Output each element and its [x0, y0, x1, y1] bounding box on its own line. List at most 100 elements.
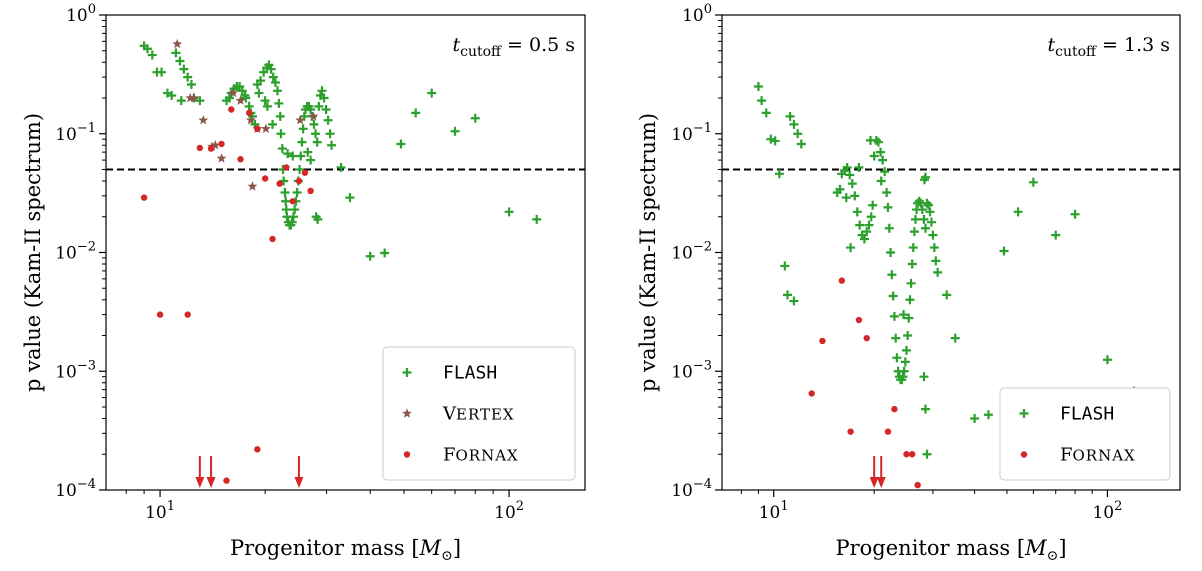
data-point: [914, 196, 924, 206]
data-point: [266, 64, 276, 74]
data-point: [323, 115, 333, 125]
data-point: [288, 212, 298, 222]
arrow-marker: [206, 456, 216, 488]
data-point: [924, 200, 934, 210]
data-point: [899, 366, 909, 376]
data-point: [847, 428, 854, 435]
data-point: [1051, 230, 1061, 240]
y-tick-label: 10−4: [55, 477, 96, 501]
data-point: [156, 311, 164, 318]
data-point: [198, 115, 209, 125]
data-point: [277, 144, 287, 154]
data-point: [223, 477, 230, 484]
data-point: [295, 164, 305, 174]
data-point: [295, 177, 303, 185]
data-point: [766, 134, 776, 144]
data-point: [835, 184, 845, 194]
data-point: [926, 217, 936, 227]
data-point: [920, 404, 930, 414]
data-point: [345, 193, 355, 203]
data-point: [983, 410, 993, 420]
data-point: [901, 345, 911, 355]
data-point: [864, 220, 874, 230]
data-point: [147, 50, 157, 60]
data-point: [268, 119, 278, 129]
legend-marker: [402, 408, 412, 418]
y-tick-label: 10−2: [671, 240, 712, 264]
series-flash: [139, 41, 542, 261]
data-point: [859, 234, 869, 244]
data-point: [842, 162, 852, 172]
data-point: [247, 181, 258, 191]
data-point: [396, 139, 406, 149]
data-point: [847, 179, 857, 189]
data-point: [365, 251, 375, 261]
data-point: [289, 198, 296, 205]
series-fornax: [140, 106, 314, 484]
data-point: [898, 372, 908, 382]
legend-marker: [403, 451, 411, 458]
data-point: [1102, 355, 1112, 365]
y-tick-label: 100: [66, 2, 96, 26]
data-point: [254, 125, 261, 133]
data-point: [281, 196, 291, 206]
data-point: [311, 129, 321, 139]
data-point: [207, 145, 215, 152]
data-point: [237, 156, 244, 163]
data-point: [1028, 177, 1038, 187]
data-point: [884, 428, 892, 435]
data-point: [999, 246, 1009, 256]
panel-right: 101 102 100 10−1 10−2 10−3 10−4 Progenitor mass…: [636, 2, 1181, 564]
data-point: [185, 92, 196, 103]
data-point: [942, 290, 952, 300]
data-point: [933, 267, 943, 277]
series-vertex: [172, 38, 319, 191]
data-point: [260, 123, 271, 134]
y-axis-label: p value (Kam-II spectrum): [636, 113, 660, 392]
data-point: [928, 230, 938, 240]
data-point: [321, 105, 331, 115]
data-point: [254, 88, 264, 98]
data-point: [327, 140, 337, 150]
data-point: [283, 164, 290, 171]
data-point: [929, 243, 939, 253]
data-point: [298, 124, 308, 134]
data-point: [325, 129, 335, 139]
data-point: [288, 151, 298, 161]
x-tick-label: 101: [759, 499, 789, 523]
data-point: [411, 108, 421, 118]
data-point: [845, 170, 855, 180]
x-tick-label: 102: [1092, 499, 1122, 523]
data-point: [274, 98, 284, 108]
data-point: [283, 149, 293, 159]
data-point: [306, 105, 316, 115]
data-point: [301, 169, 309, 176]
arrow-head: [206, 477, 216, 488]
data-point: [850, 191, 860, 201]
data-point: [297, 137, 307, 147]
data-point: [262, 101, 272, 111]
legend-box: [999, 387, 1171, 481]
data-point: [245, 115, 256, 125]
cutoff-annotation: tcutoff = 1.3 s: [1047, 34, 1170, 60]
data-point: [176, 96, 186, 106]
data-point: [470, 113, 480, 123]
arrow-marker: [876, 456, 886, 488]
data-point: [950, 333, 960, 343]
legend-marker: [1020, 451, 1028, 458]
arrow-marker: [195, 456, 205, 488]
data-point: [228, 106, 235, 113]
arrow-head: [195, 477, 205, 488]
data-point: [920, 223, 930, 233]
data-point: [780, 261, 790, 271]
series-fornax: [808, 277, 921, 489]
data-point: [179, 64, 189, 74]
data-point: [919, 372, 929, 382]
data-point: [970, 414, 980, 424]
data-point: [753, 81, 763, 91]
data-point: [167, 90, 177, 100]
x-tick-label: 101: [145, 499, 175, 523]
legend-marker: [1019, 409, 1029, 418]
arrow-marker: [869, 456, 879, 488]
